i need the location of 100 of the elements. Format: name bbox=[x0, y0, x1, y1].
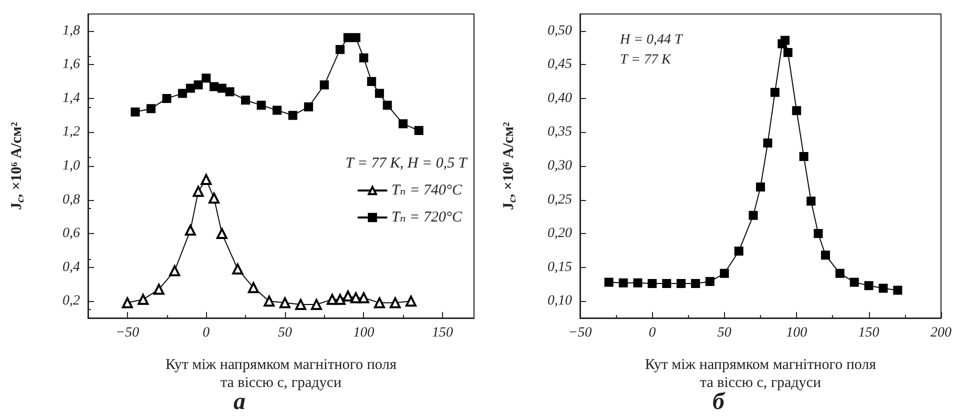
point bbox=[691, 279, 700, 288]
point bbox=[756, 182, 765, 192]
point bbox=[734, 246, 744, 256]
point bbox=[864, 281, 874, 290]
point bbox=[662, 279, 672, 288]
point bbox=[770, 88, 780, 97]
point bbox=[705, 277, 714, 286]
point bbox=[720, 268, 729, 278]
y-tick-label: 0,6 bbox=[62, 226, 80, 242]
point bbox=[676, 279, 686, 288]
point bbox=[248, 282, 259, 294]
point bbox=[351, 33, 360, 42]
point bbox=[200, 174, 212, 186]
point bbox=[405, 296, 416, 307]
x-tick-label: 50 bbox=[278, 326, 292, 340]
point bbox=[279, 297, 290, 308]
y-tick-label: 1,6 bbox=[62, 57, 80, 72]
point bbox=[272, 106, 282, 115]
point bbox=[748, 210, 758, 220]
point bbox=[814, 229, 823, 238]
point bbox=[146, 104, 156, 114]
point bbox=[763, 138, 772, 148]
point bbox=[184, 224, 196, 236]
annotation: T = 77 К bbox=[620, 52, 672, 68]
x-tick-label: −50 bbox=[568, 326, 592, 340]
text: а bbox=[234, 389, 246, 415]
point bbox=[414, 126, 424, 136]
point bbox=[225, 87, 234, 96]
y-tick-label: 0,20 bbox=[548, 226, 572, 242]
y-tick-label: 0,4 bbox=[62, 260, 80, 275]
point bbox=[799, 152, 808, 162]
point bbox=[241, 96, 250, 105]
point bbox=[780, 36, 790, 45]
point bbox=[217, 84, 226, 93]
point bbox=[310, 298, 322, 310]
y-tick-label: 1,8 bbox=[62, 23, 80, 38]
point bbox=[382, 100, 392, 110]
y-tick-label: 0,15 bbox=[548, 260, 572, 275]
point bbox=[194, 80, 203, 90]
point bbox=[342, 290, 354, 302]
point bbox=[783, 48, 792, 58]
point bbox=[288, 110, 298, 120]
point bbox=[367, 77, 376, 86]
point bbox=[326, 294, 338, 305]
point bbox=[138, 294, 149, 305]
point bbox=[216, 228, 228, 240]
legend-label: Tₙ = 720°C bbox=[391, 210, 463, 226]
point bbox=[806, 196, 816, 206]
annotation: H = 0,44 T bbox=[619, 32, 684, 48]
y-tick-label: 1,0 bbox=[62, 158, 80, 174]
point bbox=[893, 286, 902, 295]
x-tick-label: 150 bbox=[858, 326, 880, 340]
y-tick-label: 0,10 bbox=[548, 294, 572, 309]
text: б bbox=[712, 389, 726, 415]
x-tick-label: 150 bbox=[432, 326, 453, 340]
y-tick-label: 0,40 bbox=[548, 90, 572, 106]
x-tick-label: 100 bbox=[786, 326, 808, 340]
y-tick-label: 0,30 bbox=[548, 158, 572, 174]
x-tick-label: 0 bbox=[648, 326, 656, 340]
x-tick-label: 0 bbox=[202, 326, 210, 340]
y-tick-label: 0,25 bbox=[548, 192, 572, 208]
point bbox=[256, 100, 266, 110]
point bbox=[153, 284, 164, 295]
y-tick-label: 0,8 bbox=[62, 192, 80, 208]
point bbox=[178, 88, 188, 98]
point bbox=[358, 292, 370, 304]
point bbox=[162, 94, 172, 103]
point bbox=[186, 84, 195, 93]
y-axis-title: Jc, ×10⁶ А/см² bbox=[9, 121, 26, 210]
point bbox=[343, 33, 352, 42]
point bbox=[169, 265, 180, 276]
point bbox=[122, 297, 133, 308]
point bbox=[633, 278, 642, 288]
point bbox=[835, 268, 844, 278]
point bbox=[792, 106, 802, 116]
point bbox=[336, 44, 345, 54]
point bbox=[295, 298, 306, 310]
x-axis-title: Кут між напрямком магнітного поля та віссю c, градуси bbox=[165, 357, 397, 391]
point bbox=[374, 297, 385, 308]
legend-title: T = 77 К, H = 0,5 T bbox=[346, 156, 468, 172]
point bbox=[264, 296, 275, 307]
point bbox=[320, 80, 329, 90]
point bbox=[604, 278, 614, 287]
point bbox=[208, 192, 220, 204]
y-tick-label: 1,2 bbox=[62, 124, 80, 140]
point bbox=[820, 250, 830, 260]
point bbox=[202, 74, 211, 83]
x-tick-label: −50 bbox=[116, 326, 140, 340]
point bbox=[359, 53, 368, 62]
y-tick-label: 0,2 bbox=[62, 294, 80, 309]
point bbox=[374, 88, 384, 98]
point bbox=[334, 294, 346, 305]
y-tick-label: 0,35 bbox=[548, 124, 572, 140]
y-axis-title: Jc, ×10⁶ А/см² bbox=[501, 121, 518, 210]
y-tick-label: 0,45 bbox=[548, 57, 572, 72]
x-tick-label: 200 bbox=[930, 326, 952, 340]
point bbox=[398, 119, 408, 128]
y-tick-label: 1,4 bbox=[62, 90, 80, 106]
x-axis-title: Кут між напрямком магнітного поля та віссю c, градуси bbox=[644, 357, 876, 391]
point bbox=[618, 278, 628, 288]
